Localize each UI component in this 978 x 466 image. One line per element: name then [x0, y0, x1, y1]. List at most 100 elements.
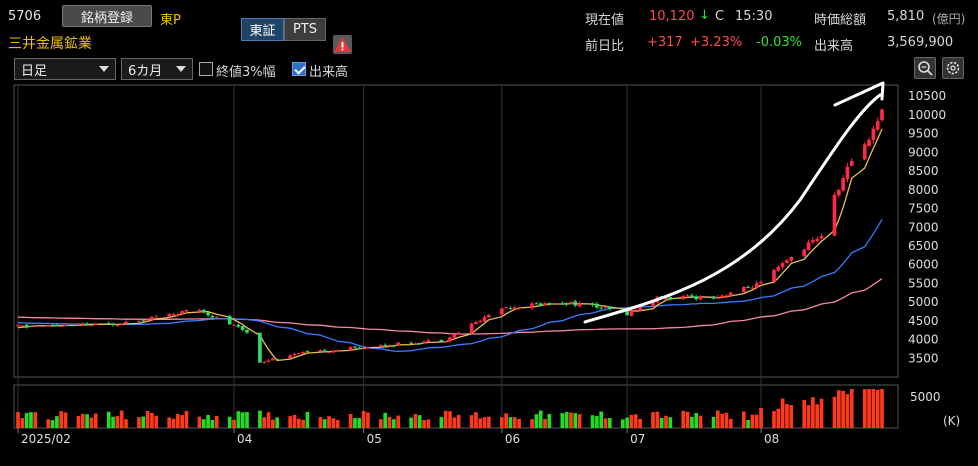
candle-body — [353, 346, 357, 348]
candle-body — [214, 316, 219, 318]
volume-bar — [439, 417, 444, 428]
candle-body — [487, 315, 491, 318]
volume-bar — [573, 413, 578, 428]
candle-body — [301, 351, 305, 354]
candle-body — [93, 323, 98, 325]
interval-select[interactable]: 日足 — [14, 58, 116, 80]
candle-body — [184, 309, 189, 312]
volume-bar — [836, 390, 841, 428]
candle-body — [547, 303, 552, 305]
candle-body — [80, 323, 85, 325]
volume-bar — [59, 411, 64, 428]
candle-body — [296, 352, 301, 354]
volume-bar — [655, 411, 660, 428]
volume-ytick: 5000 — [910, 390, 941, 404]
volume-bar — [517, 418, 521, 428]
volume-bar — [508, 417, 513, 428]
volume-bar — [651, 412, 655, 428]
volume-bar — [806, 405, 811, 428]
chevron-down-icon — [99, 66, 109, 72]
gear-icon[interactable] — [942, 57, 964, 79]
candle-body — [474, 322, 478, 325]
volume-bar — [811, 397, 815, 428]
candle-body — [806, 242, 811, 251]
candle-body — [171, 314, 176, 316]
volume-bar — [875, 389, 880, 428]
volume-bar — [871, 389, 876, 428]
candle-body — [625, 310, 629, 316]
volume-bar — [167, 417, 172, 428]
x-tick-label: 2025/02 — [21, 432, 71, 446]
candle-body — [560, 303, 565, 305]
volume-checkbox[interactable] — [292, 62, 306, 76]
volume-bar — [815, 404, 820, 428]
candle-body — [841, 178, 845, 191]
volume-bar — [776, 408, 781, 428]
zoom-icon[interactable] — [914, 57, 936, 79]
y-tick-label: 8500 — [908, 164, 939, 178]
candle-body — [266, 360, 271, 362]
volume-bar — [456, 414, 461, 428]
candle-body — [305, 351, 310, 353]
x-tick-label: 07 — [630, 432, 645, 446]
candle-body — [176, 314, 180, 316]
tab-tse[interactable]: 東証 — [241, 18, 284, 41]
candle-body — [603, 306, 608, 308]
volume-bar — [625, 417, 629, 428]
volume-bar — [137, 417, 141, 428]
candle-body — [716, 297, 720, 299]
volume-bar — [543, 418, 547, 428]
volume-bar — [361, 410, 366, 428]
volume-bar — [387, 416, 392, 428]
volume-bar — [322, 419, 327, 428]
candle-body — [119, 324, 124, 326]
volume-bar — [452, 417, 457, 428]
volume-bar — [845, 394, 850, 428]
volume-bar — [24, 413, 29, 428]
candle-body — [599, 307, 604, 309]
candle-body — [422, 341, 426, 344]
volume-bar — [236, 411, 241, 428]
volume-bar — [504, 413, 508, 428]
candle-body — [167, 314, 172, 317]
volume-bar — [50, 420, 55, 428]
volume-bar — [33, 412, 38, 428]
volume-bar — [348, 413, 353, 428]
volume-bar — [20, 418, 25, 428]
candle-body — [811, 240, 815, 243]
tab-pts[interactable]: PTS — [284, 18, 326, 41]
volume-bar — [547, 414, 552, 428]
volume-bar — [275, 417, 280, 428]
volume-bar — [206, 414, 210, 428]
volume-bar — [80, 413, 85, 428]
candle-body — [530, 303, 534, 309]
volume-bar — [620, 419, 625, 428]
volume-bar — [487, 416, 491, 428]
volume-bar — [530, 419, 534, 428]
market-cap: 5,810 — [887, 9, 925, 24]
close-3pct-checkbox[interactable] — [199, 62, 213, 76]
candle-body — [443, 341, 448, 343]
candle-body — [534, 303, 539, 305]
candle-body — [115, 324, 120, 326]
y-tick-label: 5500 — [908, 276, 939, 290]
y-tick-label: 9000 — [908, 145, 939, 159]
volume-unit: (K) — [943, 414, 960, 428]
volume-bar — [266, 412, 271, 428]
candle-body — [417, 342, 422, 344]
candle-body — [150, 316, 154, 320]
y-tick-label: 4000 — [908, 333, 939, 347]
candle-body — [439, 340, 444, 342]
down-arrow-icon: ↓ — [699, 8, 710, 23]
volume-label: 出来高 — [814, 39, 854, 54]
period-select[interactable]: 6カ月 — [121, 58, 193, 80]
volume-bar — [180, 415, 184, 428]
volume-bar — [681, 410, 686, 428]
volume-bar — [780, 398, 785, 428]
volume-bar — [659, 417, 664, 428]
candle-body — [89, 324, 94, 326]
register-button[interactable]: 銘柄登録 — [62, 5, 152, 27]
warning-icon[interactable] — [333, 35, 352, 54]
volume-bar — [599, 411, 604, 428]
